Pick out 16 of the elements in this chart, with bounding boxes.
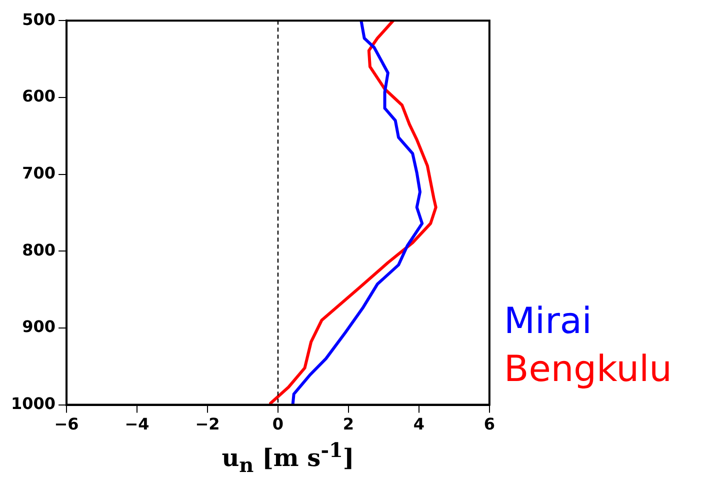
x-tick-label: −6 <box>54 414 79 434</box>
x-tick-label: 4 <box>413 414 425 434</box>
y-tick-label: 600 <box>22 86 56 106</box>
y-tick-label: 900 <box>22 317 56 336</box>
x-tick-label: 6 <box>484 414 496 434</box>
x-tick-label: −2 <box>195 414 220 434</box>
y-tick-label: 1000 <box>11 394 56 413</box>
x-tick-label: 2 <box>342 414 354 434</box>
x-tick-label: −4 <box>124 414 150 434</box>
text: Mirai <box>504 300 593 344</box>
x-tick-label: 0 <box>272 414 284 434</box>
x-axis-title: u$_{n}$ [m s$^{-1}$] <box>220 438 356 477</box>
text: Bengkulu <box>504 348 672 392</box>
y-tick-label: 800 <box>22 240 56 260</box>
y-tick-label: 700 <box>22 163 56 182</box>
y-tick-label: 500 <box>22 10 56 29</box>
